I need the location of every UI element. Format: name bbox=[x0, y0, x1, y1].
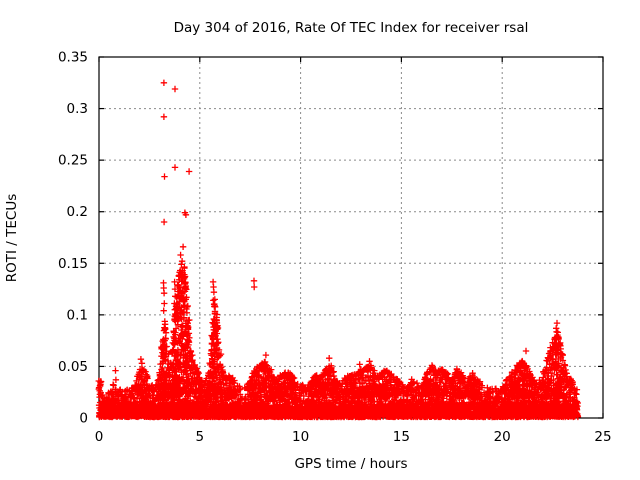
y-tick-label: 0.35 bbox=[58, 50, 88, 66]
roti-data-points bbox=[95, 79, 582, 421]
x-tick-label: 5 bbox=[196, 429, 205, 445]
x-tick-label: 15 bbox=[393, 429, 410, 445]
y-tick-label: 0.3 bbox=[67, 101, 88, 117]
y-tick-label: 0.1 bbox=[67, 307, 88, 323]
y-tick-label: 0.2 bbox=[67, 204, 88, 220]
y-tick-label: 0.05 bbox=[58, 359, 88, 375]
y-tick-label: 0 bbox=[79, 411, 88, 427]
tick-labels-layer: 0 5 10 15 20 25 0 0.05 0.1 0.15 0.2 0.25 0.3 0.35 bbox=[58, 50, 612, 446]
y-axis-label: ROTI / TECUs bbox=[4, 194, 20, 282]
y-tick-label: 0.15 bbox=[58, 256, 88, 272]
x-tick-label: 10 bbox=[292, 429, 309, 445]
x-axis-label: GPS time / hours bbox=[294, 456, 407, 472]
chart-title: Day 304 of 2016, Rate Of TEC Index for r… bbox=[174, 20, 529, 36]
data-points-layer bbox=[95, 79, 582, 421]
y-tick-label: 0.25 bbox=[58, 153, 88, 169]
x-tick-label: 0 bbox=[95, 429, 104, 445]
x-tick-label: 20 bbox=[494, 429, 511, 445]
x-tick-label: 25 bbox=[594, 429, 611, 445]
